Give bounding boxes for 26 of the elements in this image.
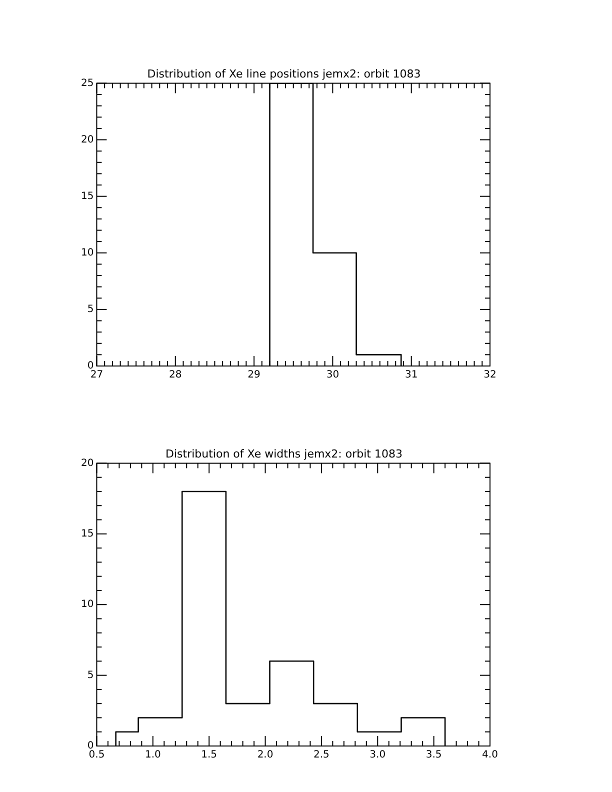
x-tick-label: 27 <box>90 370 104 381</box>
y-tick-label: 20 <box>80 458 94 469</box>
x-tick-label: 31 <box>404 370 418 381</box>
y-tick-label: 5 <box>87 670 94 681</box>
y-tick-label: 15 <box>80 190 94 202</box>
y-tick-label: 5 <box>87 304 94 316</box>
y-tick-label: 20 <box>80 134 94 146</box>
x-tick-label: 1.0 <box>144 750 161 761</box>
x-tick-label: 2.0 <box>257 750 274 761</box>
x-tick-label: 32 <box>484 370 496 381</box>
y-tick-label: 10 <box>80 247 94 258</box>
y-tick-label: 25 <box>80 78 94 89</box>
x-tick-label: 3.0 <box>370 750 386 761</box>
x-tick-label: 1.5 <box>201 750 218 761</box>
y-tick-label: 15 <box>80 528 94 540</box>
x-tick-label: 28 <box>169 370 182 381</box>
x-tick-label: 3.5 <box>426 750 442 761</box>
x-tick-label: 29 <box>248 370 260 381</box>
chart-title: Distribution of Xe widths jemx2: orbit 1083 <box>166 447 402 460</box>
y-tick-label: 10 <box>80 599 94 610</box>
y-tick-label: 0 <box>87 360 94 372</box>
x-tick-label: 2.5 <box>314 750 330 761</box>
x-tick-label: 0.5 <box>88 750 105 761</box>
x-tick-label: 4.0 <box>482 750 498 761</box>
chart-title: Distribution of Xe line positions jemx2: orbit 1083 <box>147 67 421 80</box>
x-tick-label: 30 <box>326 370 340 381</box>
